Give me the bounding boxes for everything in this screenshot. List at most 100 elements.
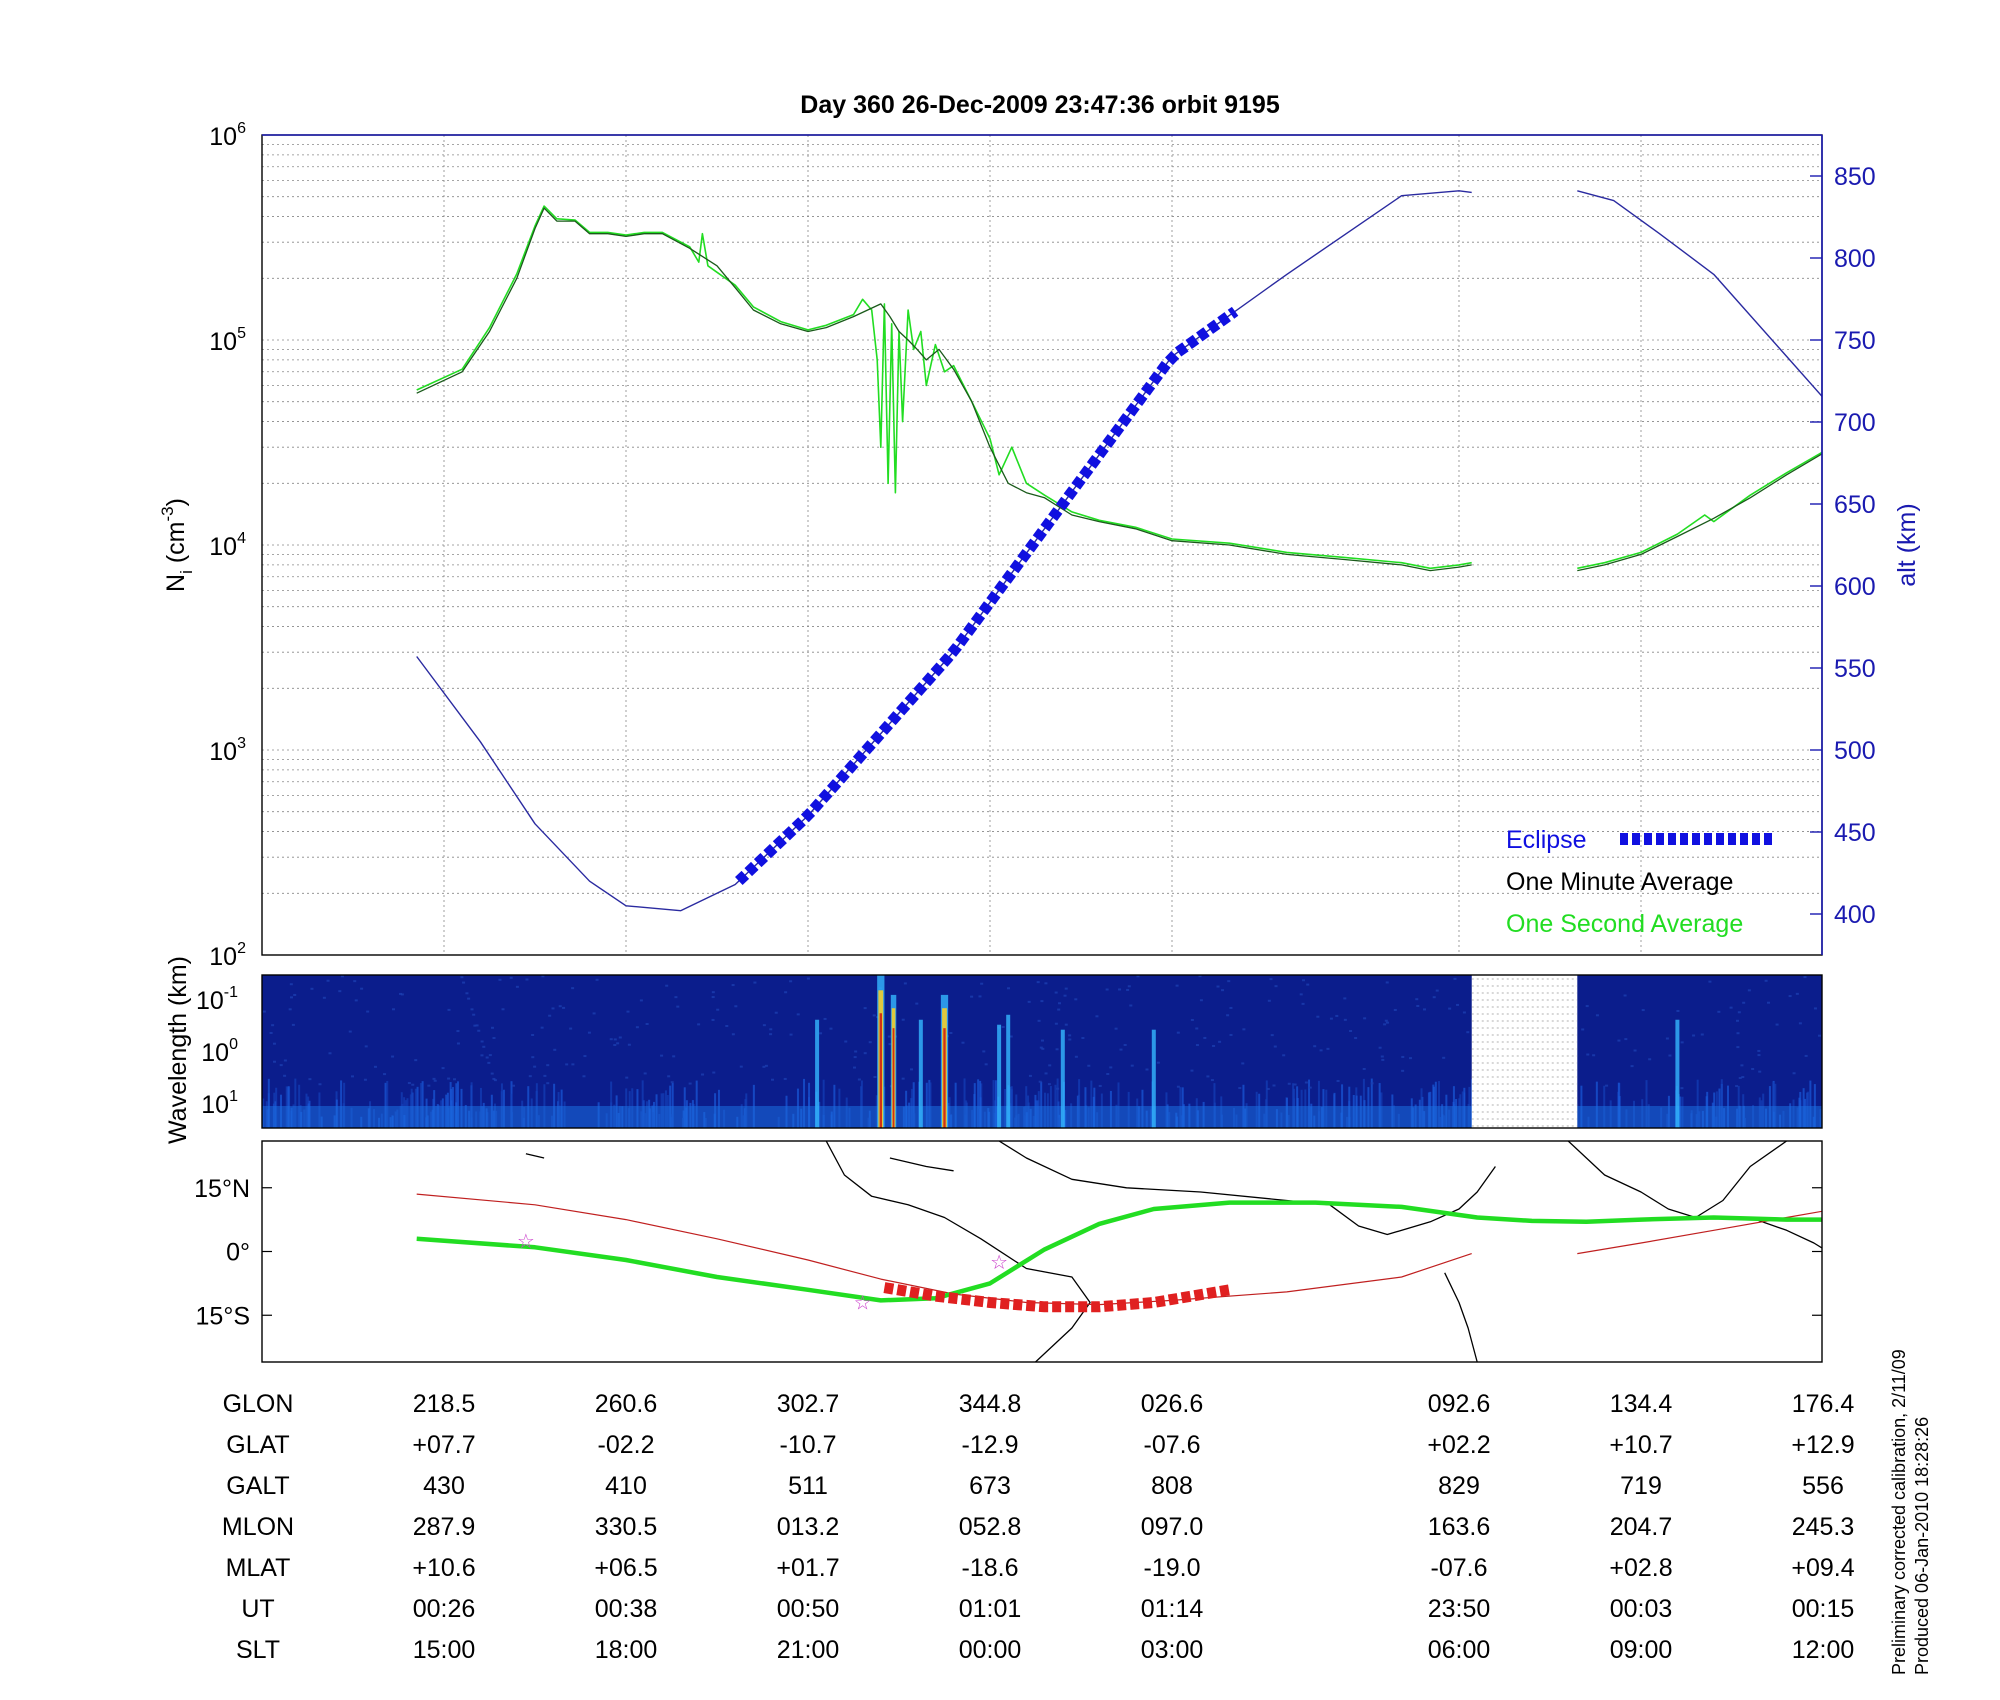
spectrogram-speckle bbox=[582, 1075, 586, 1078]
spectrogram-speckle bbox=[852, 1066, 856, 1069]
tick-base: 10 bbox=[209, 328, 237, 356]
spectrogram-speckle bbox=[407, 1082, 411, 1085]
spectrogram-speckle bbox=[1118, 988, 1122, 991]
spectrogram-speckle bbox=[609, 1038, 613, 1041]
spectrogram-speckle bbox=[1293, 1083, 1297, 1086]
spectrogram-speckle bbox=[1156, 1061, 1160, 1064]
spectrogram-speckle bbox=[1203, 1036, 1207, 1039]
spectrogram-speckle bbox=[592, 1012, 596, 1015]
spectrogram-noise bbox=[1117, 1082, 1120, 1128]
tick-base: 10 bbox=[201, 1091, 229, 1119]
spectrogram-noise bbox=[1617, 1082, 1620, 1128]
tick-exp: -1 bbox=[224, 984, 238, 1001]
station-star-marker: ☆ bbox=[990, 1252, 1008, 1274]
table-cell: -12.9 bbox=[962, 1431, 1019, 1459]
spectrogram-speckle bbox=[475, 1024, 479, 1027]
eclipse-segment bbox=[735, 306, 1239, 885]
density-data bbox=[416, 190, 1822, 912]
station-star-marker: ☆ bbox=[517, 1231, 535, 1253]
spectrogram-noise bbox=[1720, 1079, 1723, 1128]
spectrogram-speckle bbox=[1068, 1034, 1072, 1037]
table-cell: 01:14 bbox=[1141, 1595, 1204, 1623]
spectrogram-speckle bbox=[1210, 1079, 1214, 1082]
spectrogram-speckle bbox=[562, 1006, 566, 1009]
alt-tick-label: 400 bbox=[1834, 901, 1876, 929]
spectrogram-noise bbox=[419, 1083, 422, 1128]
spectrogram-speckle bbox=[1129, 1004, 1133, 1007]
spectrogram-speckle bbox=[487, 1061, 491, 1064]
spectrogram-speckle bbox=[432, 1077, 436, 1080]
spectrogram-speckle bbox=[1063, 994, 1067, 997]
spectrogram-speckle bbox=[1453, 977, 1457, 980]
spectrogram-speckle bbox=[1226, 1014, 1230, 1017]
spectrogram-speckle bbox=[665, 984, 669, 987]
spectrogram-burst bbox=[918, 1019, 923, 1128]
spectrogram-speckle bbox=[1592, 1054, 1596, 1057]
table-cell: -19.0 bbox=[1144, 1554, 1201, 1582]
spectrogram-speckle bbox=[400, 993, 404, 996]
spectrogram-noise bbox=[992, 1080, 995, 1128]
spectrogram-speckle bbox=[1039, 1046, 1043, 1049]
spectrogram-speckle bbox=[613, 1044, 617, 1047]
spectrogram-speckle bbox=[711, 1018, 715, 1021]
spectrogram-speckle bbox=[1058, 1002, 1062, 1005]
spectrogram-speckle bbox=[1145, 1068, 1149, 1071]
spectrogram-burst bbox=[1151, 1029, 1156, 1128]
spectrogram-speckle bbox=[283, 1074, 287, 1077]
spectrogram-speckle bbox=[587, 1031, 591, 1034]
spectrogram-speckle bbox=[290, 996, 294, 999]
spectrogram-noise bbox=[1696, 1079, 1699, 1128]
spectrogram-speckle bbox=[1335, 1014, 1339, 1017]
spectrogram-speckle bbox=[1435, 989, 1439, 992]
spectrogram-noise bbox=[340, 1080, 343, 1128]
spectrogram-speckle bbox=[626, 1010, 630, 1013]
spectrogram-speckle bbox=[639, 999, 643, 1002]
spectrogram-speckle bbox=[1074, 1055, 1078, 1058]
spectrogram-speckle bbox=[1007, 987, 1011, 990]
spectrogram-speckle bbox=[978, 995, 982, 998]
spectrogram-speckle bbox=[1736, 1046, 1740, 1049]
legend: Eclipse One Minute Average One Second Av… bbox=[1506, 826, 1772, 938]
minute-average-line bbox=[416, 207, 1472, 572]
spectrogram-speckle bbox=[1617, 1039, 1621, 1042]
spectrogram-speckle bbox=[1692, 1034, 1696, 1037]
spectrogram-speckle bbox=[460, 976, 464, 979]
spectrogram-speckle bbox=[616, 1042, 620, 1045]
legend-minute-average: One Minute Average bbox=[1506, 868, 1733, 896]
footnote-produced: Produced 06-Jan-2010 18:28:26 bbox=[1912, 1417, 1932, 1675]
chart-title: Day 360 26-Dec-2009 23:47:36 orbit 9195 bbox=[800, 91, 1280, 119]
spectrogram-speckle bbox=[373, 1065, 377, 1068]
spectrogram-noise bbox=[822, 1079, 825, 1128]
orbit-track-line bbox=[416, 1200, 1822, 1303]
spectrogram-speckle bbox=[433, 1079, 437, 1082]
spectrogram-noise bbox=[455, 1083, 458, 1128]
table-row-label: MLAT bbox=[226, 1554, 291, 1582]
spectrogram-speckle bbox=[739, 1065, 743, 1068]
spectrogram-noise bbox=[1595, 1081, 1598, 1128]
spectrogram-speckle bbox=[548, 1014, 552, 1017]
spectrogram-speckle bbox=[783, 1077, 787, 1080]
spectrogram-speckle bbox=[844, 1040, 848, 1043]
spectrogram-speckle bbox=[789, 1033, 793, 1036]
spectrogram-speckle bbox=[558, 1005, 562, 1008]
spectrogram-speckle bbox=[764, 1064, 768, 1067]
table-cell: 097.0 bbox=[1141, 1513, 1204, 1541]
density-grid bbox=[262, 135, 1822, 956]
spectrogram-speckle bbox=[1349, 1030, 1353, 1033]
spectrogram-speckle bbox=[1343, 1018, 1347, 1021]
spectrogram-burst-peak bbox=[943, 1028, 946, 1128]
spectrogram-speckle bbox=[456, 1030, 460, 1033]
map-y-tick-label: 15°S bbox=[196, 1302, 250, 1330]
spectrogram-speckle bbox=[1009, 1035, 1013, 1038]
spectrogram-noise bbox=[1317, 1080, 1320, 1128]
table-cell: -02.2 bbox=[598, 1431, 655, 1459]
spectrogram-speckle bbox=[1416, 1005, 1420, 1008]
table-cell: -10.7 bbox=[780, 1431, 837, 1459]
spectrogram-speckle bbox=[1788, 995, 1792, 998]
alt-tick-label: 550 bbox=[1834, 655, 1876, 683]
spectrogram-speckle bbox=[1175, 984, 1179, 987]
spectrogram-speckle bbox=[625, 1076, 629, 1079]
spectrogram-speckle bbox=[712, 1071, 716, 1074]
spectrogram-noise bbox=[457, 1081, 460, 1128]
alt-tick-label: 750 bbox=[1834, 327, 1876, 355]
